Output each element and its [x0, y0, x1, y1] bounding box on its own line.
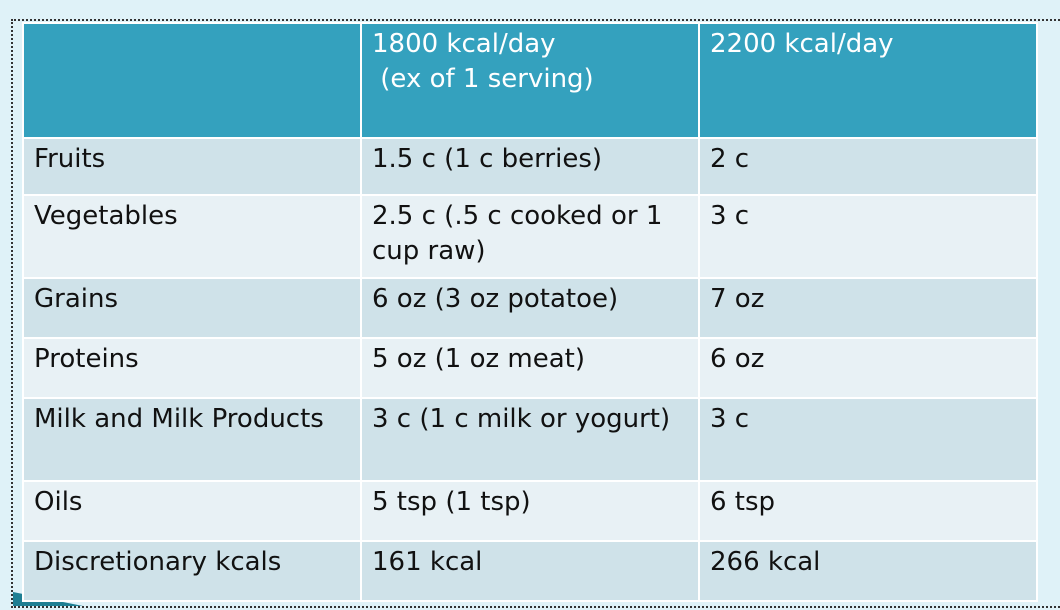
cell-2200: 6 oz: [698, 337, 1038, 399]
cell-1800: 5 tsp (1 tsp): [360, 480, 700, 542]
cell-food-group: Discretionary kcals: [22, 540, 362, 602]
cell-2200: 7 oz: [698, 277, 1038, 339]
cell-2200: 2 c: [698, 137, 1038, 196]
table-header-row: 1800 kcal/day (ex of 1 serving) 2200 kca…: [22, 22, 1038, 139]
table-row: Proteins 5 oz (1 oz meat) 6 oz: [22, 337, 1038, 399]
cell-food-group: Proteins: [22, 337, 362, 399]
cell-food-group: Oils: [22, 480, 362, 542]
header-2200-kcal: 2200 kcal/day: [698, 22, 1038, 139]
cell-food-group: Fruits: [22, 137, 362, 196]
table-row: Discretionary kcals 161 kcal 266 kcal: [22, 540, 1038, 602]
table-row: Oils 5 tsp (1 tsp) 6 tsp: [22, 480, 1038, 542]
header-1800-line2: (ex of 1 serving): [372, 64, 594, 94]
table-row: Fruits 1.5 c (1 c berries) 2 c: [22, 137, 1038, 196]
cell-2200: 3 c: [698, 397, 1038, 482]
table-row: Vegetables 2.5 c (.5 c cooked or 1 cup r…: [22, 194, 1038, 279]
cell-1800: 1.5 c (1 c berries): [360, 137, 700, 196]
cell-2200: 6 tsp: [698, 480, 1038, 542]
cell-food-group: Vegetables: [22, 194, 362, 279]
header-1800-kcal: 1800 kcal/day (ex of 1 serving): [360, 22, 700, 139]
header-1800-line1: 1800 kcal/day: [372, 29, 556, 59]
cell-1800: 5 oz (1 oz meat): [360, 337, 700, 399]
cell-1800: 2.5 c (.5 c cooked or 1 cup raw): [360, 194, 700, 279]
cell-food-group: Milk and Milk Products: [22, 397, 362, 482]
table-row: Grains 6 oz (3 oz potatoe) 7 oz: [22, 277, 1038, 339]
food-group-table: 1800 kcal/day (ex of 1 serving) 2200 kca…: [22, 22, 1038, 602]
header-food-group: [22, 22, 362, 139]
table-row: Milk and Milk Products 3 c (1 c milk or …: [22, 397, 1038, 482]
cell-1800: 6 oz (3 oz potatoe): [360, 277, 700, 339]
cell-2200: 266 kcal: [698, 540, 1038, 602]
cell-1800: 161 kcal: [360, 540, 700, 602]
cell-1800: 3 c (1 c milk or yogurt): [360, 397, 700, 482]
cell-food-group: Grains: [22, 277, 362, 339]
cell-2200: 3 c: [698, 194, 1038, 279]
